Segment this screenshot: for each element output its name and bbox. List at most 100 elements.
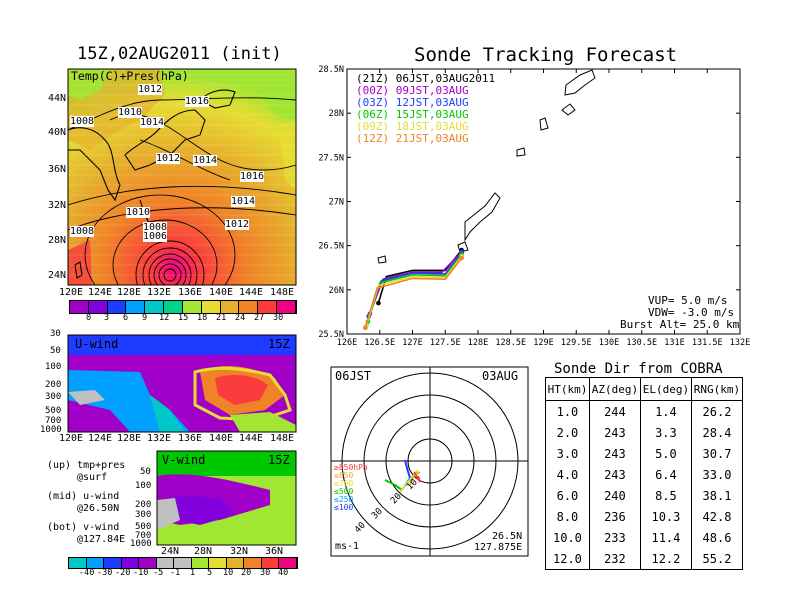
table-cell: 232 — [588, 548, 641, 570]
lon-label: 148E — [270, 287, 295, 298]
table-cell: 12.2 — [639, 548, 692, 570]
sonde-dir-table: HT(km) AZ(deg) EL(deg) RNG(km) 1.0 244 1.4… — [545, 377, 744, 570]
track-point — [363, 325, 368, 331]
lon-label: 128E — [117, 287, 142, 298]
lat-label: 36N — [265, 546, 284, 557]
burst-alt-text: Burst Alt= 25.0 km — [620, 318, 740, 331]
temp-tick: 27 — [254, 313, 265, 323]
lon-label: 120E — [59, 287, 84, 298]
lat-label: 32N — [230, 546, 249, 557]
isobar-label: 1012 — [156, 153, 181, 164]
x-tick-label: 129.5E — [561, 338, 592, 348]
table-cell: 3.0 — [545, 443, 590, 464]
table-row: 3.0 243 5.0 30.7 — [545, 443, 744, 464]
wind-tick: -20 — [115, 568, 131, 578]
colorbar-swatch — [244, 558, 262, 568]
colorbar-swatch — [70, 301, 89, 313]
map-label: Temp(C)+Pres(hPa) — [71, 69, 189, 83]
colorbar-swatch — [139, 558, 157, 568]
level-label: ≤500 — [334, 487, 354, 496]
lon-label: 144E — [239, 433, 264, 444]
colorbar-swatch — [279, 558, 297, 568]
wind-section-panels — [67, 334, 297, 546]
table-cell: 48.6 — [690, 527, 744, 548]
isobar-label: 1012 — [138, 84, 163, 95]
wind-tick: -40 — [79, 568, 95, 578]
pressure-level: 300 — [135, 510, 152, 520]
lon-label: 144E — [239, 287, 264, 298]
lat-label: 40N — [48, 127, 67, 138]
table-cell: 28.4 — [690, 422, 744, 443]
colorbar-swatch — [182, 301, 202, 313]
x-tick-label: 126.5E — [364, 338, 395, 348]
isobar-label: 1014 — [193, 155, 218, 166]
colorbar-swatch — [226, 558, 245, 568]
x-tick-label: 127E — [402, 338, 422, 348]
colorbar-swatch — [201, 301, 221, 313]
lon-label: 132E — [147, 287, 172, 298]
colorbar-swatch — [69, 558, 87, 568]
table-cell: 243 — [588, 422, 641, 443]
colorbar-swatch — [277, 301, 296, 313]
table-cell: 6.0 — [545, 485, 590, 506]
colorbar-swatch — [88, 301, 108, 313]
table-cell: 6.4 — [639, 464, 692, 485]
pressure-level: 1000 — [40, 425, 62, 435]
x-tick-label: 126E — [337, 338, 357, 348]
pressure-level: 200 — [135, 500, 152, 510]
wind-tick: 5 — [207, 568, 213, 578]
y-tick-label: 25.5N — [318, 330, 344, 340]
column-header: AZ(deg) — [588, 377, 641, 401]
table-cell: 33.0 — [690, 464, 744, 485]
table-cell: 12.0 — [545, 548, 590, 570]
table-cell: 4.0 — [545, 464, 590, 485]
level-label: ≤700 — [334, 479, 354, 488]
isobar-label: 1010 — [126, 207, 151, 218]
table-cell: 243 — [588, 464, 641, 485]
colorbar-swatch — [121, 558, 140, 568]
colorbar-swatch — [107, 301, 127, 313]
temp-tick: 15 — [178, 313, 189, 323]
note: @surf — [77, 472, 108, 483]
tracking-title: Sonde Tracking Forecast — [414, 44, 678, 66]
pressure-level: 100 — [45, 362, 62, 372]
wind-tick: -10 — [133, 568, 149, 578]
wind-tick: -30 — [97, 568, 113, 578]
lon-label: 120E — [59, 433, 84, 444]
legend-entry: (12Z) 21JST,03AUG — [356, 132, 469, 145]
wind-tick: 20 — [241, 568, 252, 578]
note: @26.50N — [77, 503, 120, 514]
temp-tick: 9 — [142, 313, 148, 323]
y-tick-label: 28.5N — [318, 65, 344, 75]
level-label: ≤850 — [334, 471, 354, 480]
track-point — [459, 255, 464, 261]
lon-label: 136E — [178, 433, 203, 444]
colorbar-swatch — [126, 301, 146, 313]
lon-label: 136E — [178, 287, 203, 298]
wind-tick: -1 — [170, 568, 181, 578]
table-cell: 1.0 — [545, 400, 590, 422]
legend-entry: (09Z) 18JST,03AUG — [356, 120, 469, 133]
uwind-label: U-wind — [75, 337, 119, 351]
colorbar-swatch — [209, 558, 227, 568]
lat-label: 24N — [161, 546, 180, 557]
table-cell: 243 — [588, 443, 641, 464]
pressure-level: 500 — [45, 406, 62, 416]
note: (mid) u-wind — [47, 491, 120, 502]
lon-label: 128E — [117, 433, 142, 444]
temp-tick: 30 — [273, 313, 284, 323]
wind-tick: 40 — [278, 568, 289, 578]
track-point — [376, 300, 381, 306]
y-tick-label: 27.5N — [318, 153, 344, 163]
polar-lat: 26.5N — [492, 531, 523, 542]
lon-label: 132E — [147, 433, 172, 444]
note: (up) tmp+pres — [47, 460, 126, 471]
table-cell: 2.0 — [545, 422, 590, 443]
y-tick-label: 27N — [329, 198, 344, 208]
temp-tick: 0 — [86, 313, 92, 323]
table-cell: 240 — [588, 485, 641, 506]
colorbar-swatch — [145, 301, 165, 313]
pressure-level: 300 — [45, 392, 62, 402]
